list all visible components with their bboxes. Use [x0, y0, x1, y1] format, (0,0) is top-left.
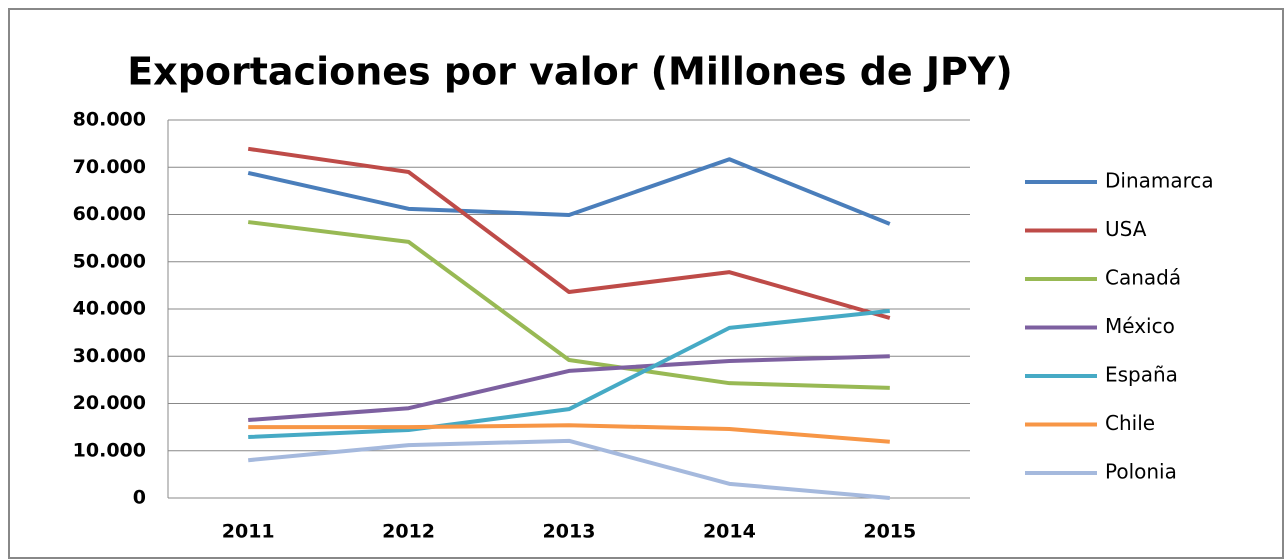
series-line	[247, 220, 890, 390]
series-line	[248, 438, 890, 500]
x-tick-label: 2013	[543, 521, 596, 543]
legend-label: Polonia	[1105, 460, 1177, 484]
legend-label: USA	[1105, 217, 1147, 241]
x-tick-label: 2012	[382, 521, 435, 543]
y-tick-label: 40.000	[73, 298, 146, 320]
legend-label: Dinamarca	[1105, 169, 1214, 193]
y-tick-label: 60.000	[73, 203, 146, 225]
x-tick-label: 2014	[703, 521, 756, 543]
x-tick-label: 2015	[863, 521, 916, 543]
legend-label: Chile	[1105, 411, 1155, 435]
chart-title: Exportaciones por valor (Millones de JPY…	[127, 50, 1013, 94]
series-line	[247, 146, 891, 320]
y-tick-label: 70.000	[73, 156, 146, 178]
series-line	[247, 157, 891, 226]
y-tick-label: 80.000	[73, 109, 146, 131]
series-line	[248, 423, 890, 444]
y-tick-label: 20.000	[73, 392, 146, 414]
legend-label: España	[1105, 363, 1178, 387]
legend-label: Canadá	[1105, 266, 1181, 290]
y-tick-label: 10.000	[73, 439, 146, 461]
series-line	[248, 354, 890, 423]
series-line	[248, 308, 891, 440]
y-tick-label: 30.000	[73, 345, 146, 367]
y-tick-label: 50.000	[73, 250, 146, 272]
legend-label: México	[1105, 314, 1175, 338]
x-tick-label: 2011	[222, 521, 275, 543]
y-tick-label: 0	[133, 487, 146, 509]
